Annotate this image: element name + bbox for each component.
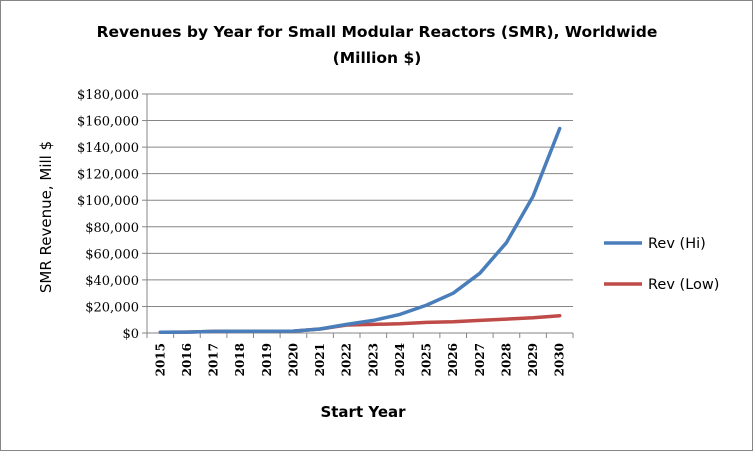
x-tick-label: 2023 <box>366 343 380 376</box>
x-tick-label: 2027 <box>473 343 487 376</box>
x-tick-label: 2019 <box>260 343 274 376</box>
axes: $0 $20,000 $40,000 $60,000 $80,000 $100,000 $1… <box>77 88 574 376</box>
y-axis-title: SMR Revenue, Mill $ <box>37 141 55 293</box>
x-axis-title: Start Year <box>320 403 406 421</box>
chart-subtitle: (Million $) <box>333 49 422 67</box>
legend-label: Rev (Low) <box>648 277 719 293</box>
x-tick-label: 2028 <box>499 343 513 376</box>
y-tick-label: $60,000 <box>85 247 139 262</box>
y-tick-label: $180,000 <box>77 88 139 103</box>
x-tick-label: 2017 <box>207 343 221 376</box>
x-tick-label: 2016 <box>180 343 194 376</box>
x-tick-label: 2021 <box>313 343 327 376</box>
y-tick-label: $80,000 <box>85 221 139 236</box>
series-lines <box>158 126 562 335</box>
y-tick-label: $20,000 <box>85 300 139 315</box>
y-tick-label: $140,000 <box>77 141 139 156</box>
series-line-hi <box>158 126 562 335</box>
gridlines <box>147 93 573 307</box>
x-tick-label: 2022 <box>340 343 354 376</box>
legend-label: Rev (Hi) <box>648 236 706 252</box>
x-tick-label: 2015 <box>153 343 167 376</box>
x-tick-label: 2020 <box>286 343 300 376</box>
x-tick-label: 2018 <box>233 343 247 376</box>
y-tick-label: $40,000 <box>85 274 139 289</box>
x-tick-label: 2025 <box>420 343 434 376</box>
x-tick-label: 2024 <box>393 343 407 376</box>
y-tick-label: $0 <box>122 327 139 342</box>
x-tick-label: 2030 <box>553 343 567 376</box>
y-tick-label: $120,000 <box>77 168 139 183</box>
x-tick-label: 2029 <box>526 343 540 376</box>
chart-title: Revenues by Year for Small Modular React… <box>97 23 658 41</box>
x-tick-label: 2026 <box>446 343 460 376</box>
legend: Rev (Hi) Rev (Low) <box>604 236 719 293</box>
y-tick-label: $160,000 <box>77 115 139 130</box>
y-tick-label: $100,000 <box>77 194 139 209</box>
